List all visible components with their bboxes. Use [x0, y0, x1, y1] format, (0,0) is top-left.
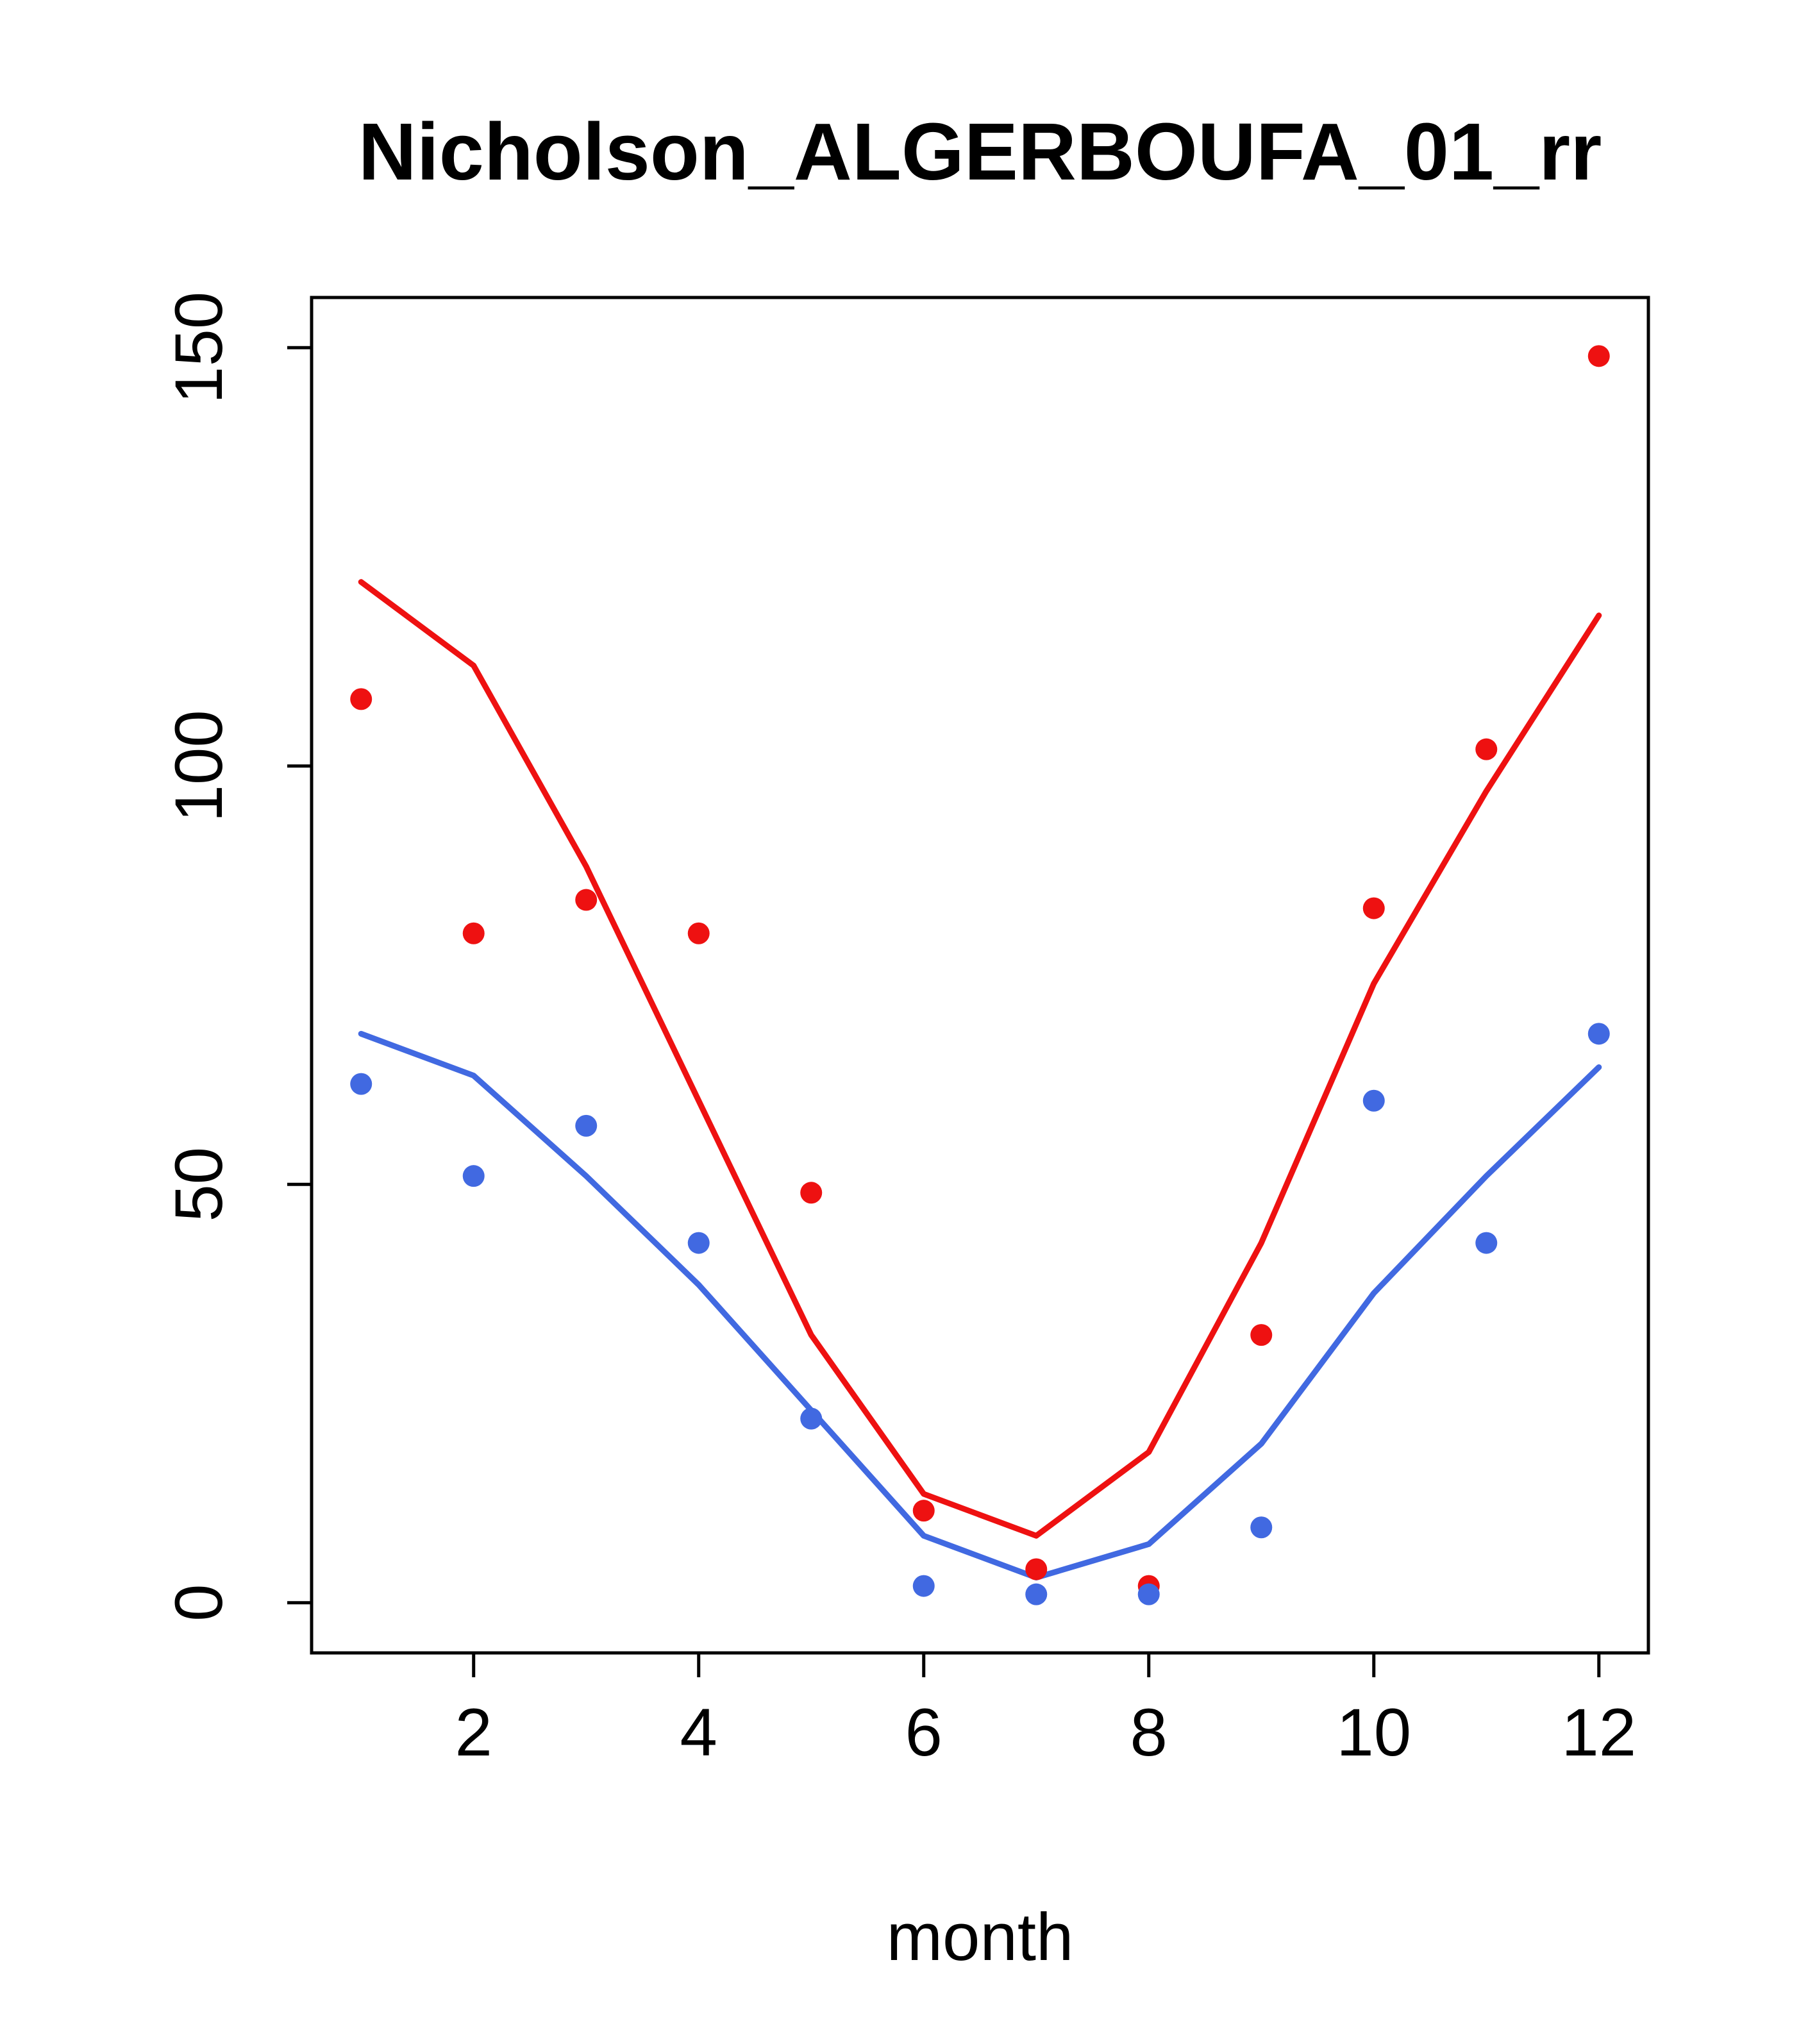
y-tick-label: 0 — [162, 1584, 237, 1621]
data-point-red-points — [462, 922, 485, 944]
data-point-blue-points — [1362, 1089, 1385, 1112]
data-point-red-points — [575, 889, 598, 911]
data-point-red-points — [1362, 897, 1385, 919]
data-point-red-points — [1587, 345, 1610, 367]
plot-border — [310, 296, 1650, 1655]
data-point-blue-points — [687, 1232, 710, 1254]
data-point-blue-points — [575, 1114, 598, 1137]
chart-title: Nicholson_ALGERBOUFA_01_rr — [358, 106, 1602, 197]
data-point-red-points — [1250, 1324, 1273, 1346]
data-point-red-points — [687, 922, 710, 944]
data-point-blue-points — [462, 1165, 485, 1187]
y-tick-label: 50 — [162, 1147, 237, 1222]
y-tick-label: 150 — [162, 292, 237, 404]
x-tick-label: 10 — [1336, 1695, 1411, 1770]
data-point-blue-points — [1250, 1516, 1273, 1539]
data-point-blue-points — [912, 1575, 935, 1597]
data-point-red-points — [1475, 738, 1498, 760]
data-point-blue-points — [800, 1407, 823, 1430]
data-point-blue-points — [1475, 1232, 1498, 1254]
series-line-red-line — [358, 579, 1602, 1539]
series-line-blue-line — [358, 1030, 1602, 1581]
data-point-red-points — [912, 1500, 935, 1522]
data-point-red-points — [1025, 1558, 1048, 1580]
x-tick-label: 6 — [905, 1695, 942, 1770]
data-point-blue-points — [350, 1073, 373, 1095]
data-point-blue-points — [1587, 1023, 1610, 1045]
x-tick-label: 12 — [1561, 1695, 1636, 1770]
x-tick-label: 2 — [455, 1695, 492, 1770]
y-tick-label: 100 — [162, 710, 237, 822]
x-tick-label: 4 — [680, 1695, 717, 1770]
data-point-red-points — [800, 1182, 823, 1204]
data-point-red-points — [350, 688, 373, 710]
x-axis-title: month — [886, 1900, 1074, 1975]
data-point-blue-points — [1025, 1583, 1048, 1605]
x-tick-label: 8 — [1130, 1695, 1168, 1770]
data-point-blue-points — [1137, 1583, 1160, 1605]
